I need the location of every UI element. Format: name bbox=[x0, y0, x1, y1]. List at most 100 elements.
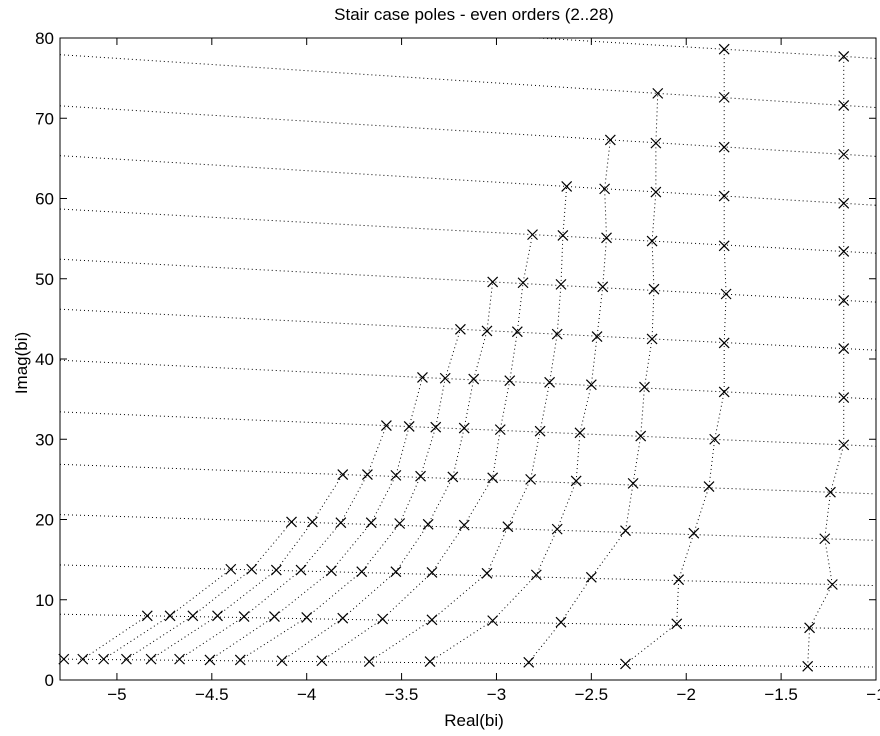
pole-marker bbox=[246, 563, 258, 575]
pole-marker bbox=[286, 516, 297, 528]
x-tick-label: −1 bbox=[866, 685, 880, 704]
curve-guide-line-5 bbox=[369, 186, 568, 662]
pole-marker bbox=[276, 655, 288, 667]
curve-guide-line-8 bbox=[240, 329, 461, 661]
pole-marker bbox=[504, 375, 516, 387]
x-tick-label: −4.5 bbox=[195, 685, 229, 704]
pole-marker bbox=[639, 381, 650, 393]
pole-marker bbox=[390, 566, 402, 578]
pole-marker bbox=[709, 433, 721, 445]
pole-marker bbox=[204, 654, 216, 666]
pole-marker bbox=[838, 246, 850, 257]
curve-guide-line-12 bbox=[126, 521, 292, 660]
pole-marker bbox=[555, 278, 567, 290]
curve-guide-line-4 bbox=[429, 139, 611, 662]
pole-marker bbox=[525, 473, 537, 485]
pole-marker bbox=[270, 564, 282, 576]
pole-marker bbox=[703, 481, 715, 493]
pole-marker bbox=[544, 376, 556, 388]
pole-marker bbox=[804, 622, 816, 634]
pole-marker bbox=[688, 527, 700, 539]
pole-marker bbox=[523, 656, 535, 668]
pole-marker bbox=[838, 294, 850, 306]
pole-marker bbox=[838, 148, 850, 160]
pole-marker bbox=[225, 563, 237, 575]
pole-marker bbox=[673, 574, 685, 586]
pole-marker bbox=[551, 328, 563, 340]
pole-marker bbox=[356, 566, 368, 578]
pole-marker bbox=[620, 658, 631, 670]
pole-marker bbox=[591, 331, 603, 342]
curve-guide-line-1 bbox=[807, 56, 845, 667]
pole-marker bbox=[164, 610, 176, 622]
curve-guide-line-2 bbox=[625, 49, 727, 665]
pole-marker bbox=[650, 186, 662, 198]
pole-marker bbox=[517, 277, 529, 289]
pole-marker bbox=[335, 517, 347, 529]
pole-marker bbox=[454, 323, 466, 335]
y-axis-label: Imag(bi) bbox=[12, 332, 31, 394]
pole-marker bbox=[620, 525, 631, 537]
pole-marker bbox=[487, 472, 499, 484]
pole-marker bbox=[555, 616, 567, 628]
pole-marker bbox=[365, 517, 377, 529]
row-guide-line-13 bbox=[60, 54, 876, 108]
pole-marker bbox=[502, 521, 514, 533]
pole-marker bbox=[468, 373, 480, 385]
pole-marker bbox=[838, 439, 850, 451]
pole-marker bbox=[648, 283, 660, 295]
row-guide-line-8 bbox=[60, 308, 876, 351]
pole-marker bbox=[77, 653, 89, 665]
pole-marker bbox=[838, 392, 850, 403]
pole-marker bbox=[718, 91, 730, 103]
pole-marker bbox=[380, 420, 392, 432]
pole-marker bbox=[570, 475, 582, 487]
pole-marker bbox=[363, 656, 375, 667]
pole-marker bbox=[337, 469, 349, 480]
curve-guide-line-6 bbox=[321, 234, 534, 662]
pole-marker bbox=[825, 486, 836, 498]
row-guide-line-3 bbox=[60, 564, 876, 587]
row-guide-line-5 bbox=[60, 463, 876, 495]
pole-marker bbox=[646, 333, 658, 345]
pole-marker bbox=[430, 421, 442, 433]
chart-title: Stair case poles - even orders (2..28) bbox=[334, 5, 614, 24]
pole-marker bbox=[599, 183, 611, 195]
pole-marker bbox=[838, 99, 850, 111]
row-guide-line-4 bbox=[60, 514, 876, 541]
pole-marker bbox=[447, 471, 459, 483]
pole-marker bbox=[415, 470, 426, 482]
pole-marker bbox=[424, 656, 436, 667]
pole-marker bbox=[597, 281, 609, 293]
pole-marker bbox=[120, 653, 132, 665]
pole-marker bbox=[511, 326, 523, 338]
pole-marker bbox=[530, 569, 542, 581]
curve-guide-line-11 bbox=[150, 474, 344, 660]
pole-marker bbox=[295, 564, 307, 576]
curve-guide-line-14 bbox=[82, 615, 148, 660]
pole-marker bbox=[635, 430, 647, 442]
pole-marker bbox=[838, 343, 850, 354]
pole-marker bbox=[718, 190, 730, 202]
pole-marker bbox=[652, 87, 664, 99]
pole-marker bbox=[403, 420, 415, 432]
pole-marker bbox=[316, 655, 328, 667]
pole-marker bbox=[650, 137, 662, 149]
pole-marker bbox=[141, 610, 153, 622]
pole-marker bbox=[269, 611, 280, 623]
x-tick-label: −5 bbox=[107, 685, 126, 704]
x-tick-label: −3.5 bbox=[385, 685, 419, 704]
axes-frame bbox=[59, 37, 877, 681]
y-tick-label: 10 bbox=[35, 591, 54, 610]
row-guide-line-6 bbox=[60, 411, 876, 447]
pole-marker bbox=[838, 51, 850, 62]
row-guide-line-7 bbox=[60, 359, 876, 400]
pole-marker bbox=[585, 379, 597, 391]
pole-marker bbox=[426, 567, 438, 578]
plot-area: −5 −4.5 −4 −3.5 −3 −2.5 −2 −1.5 −1 0 10 20 30 40 50 60 7… bbox=[35, 29, 880, 704]
y-tick-label: 70 bbox=[35, 109, 54, 128]
pole-marker bbox=[646, 235, 658, 247]
pole-marker bbox=[337, 612, 349, 624]
pole-marker bbox=[561, 181, 573, 192]
pole-marker bbox=[361, 469, 373, 480]
